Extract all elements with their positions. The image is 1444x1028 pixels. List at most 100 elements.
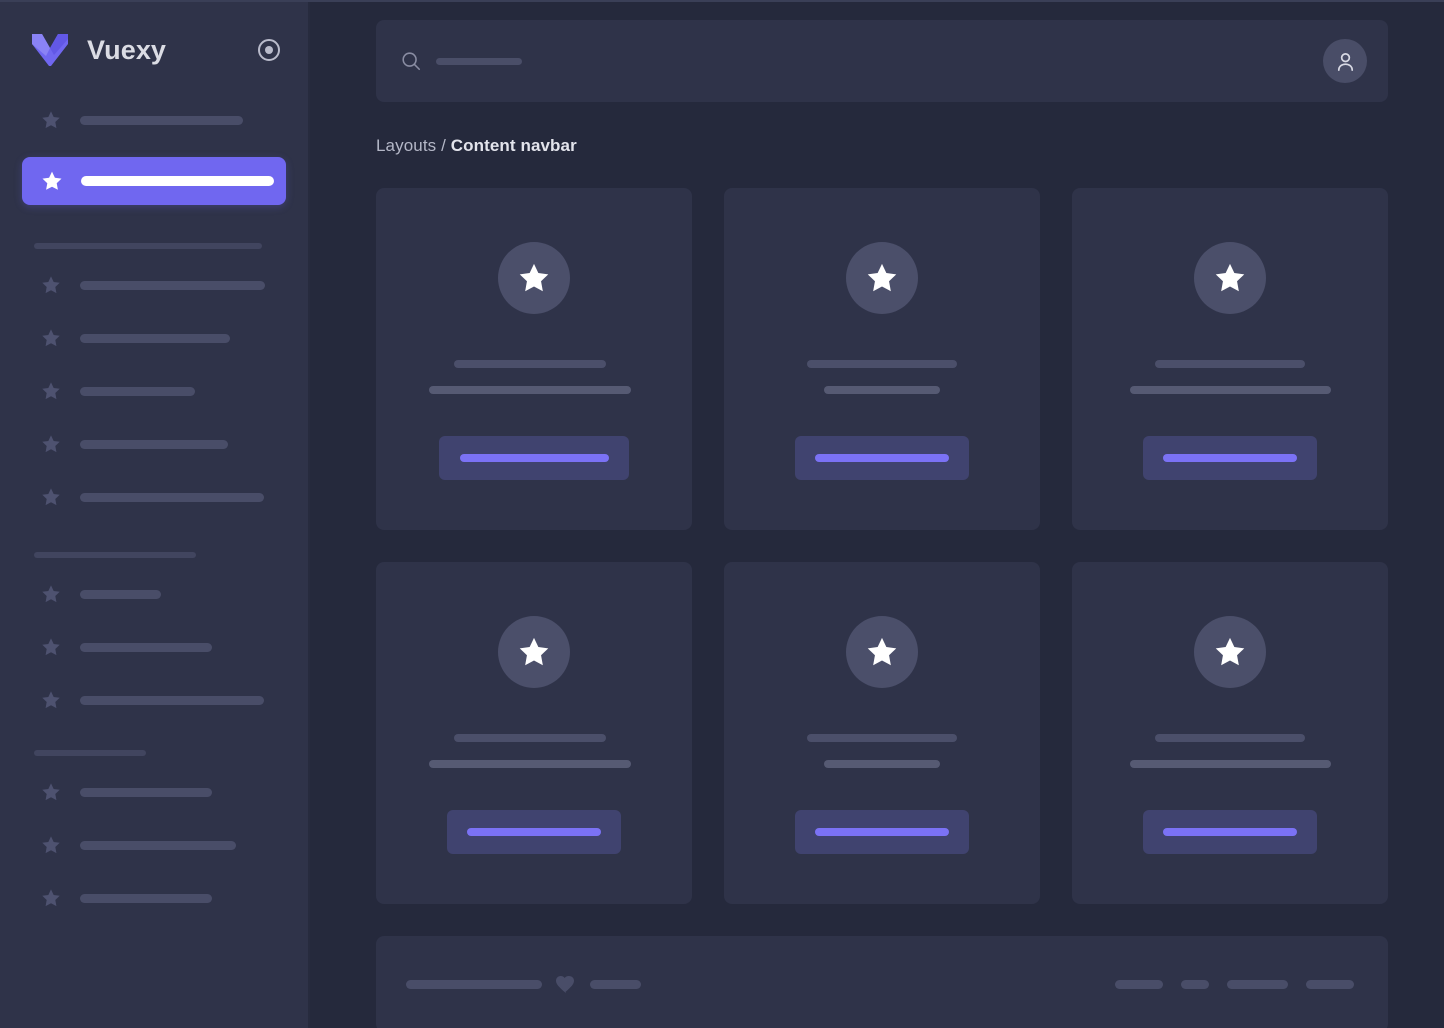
main-content: Layouts / Content navbar xyxy=(310,2,1444,1028)
card-avatar xyxy=(846,242,918,314)
card-title-placeholder xyxy=(807,734,957,742)
star-icon xyxy=(42,889,60,907)
card-avatar xyxy=(1194,242,1266,314)
sidebar-item-label-placeholder xyxy=(80,439,228,449)
sidebar: Vuexy xyxy=(0,2,310,1028)
card[interactable] xyxy=(724,188,1040,530)
card[interactable] xyxy=(376,188,692,530)
sidebar-item-9[interactable] xyxy=(22,631,286,663)
sidebar-item-label-placeholder xyxy=(80,115,243,125)
nav-section-heading-placeholder xyxy=(34,552,196,558)
card-text-placeholders xyxy=(724,734,1040,768)
footer-link-placeholder[interactable] xyxy=(590,979,641,989)
nav-group-3 xyxy=(22,552,286,716)
star-icon xyxy=(42,488,60,506)
nav-section-heading-placeholder xyxy=(34,750,146,756)
sidebar-item-13[interactable] xyxy=(22,882,286,914)
card-avatar xyxy=(498,242,570,314)
footer-links xyxy=(1115,979,1354,989)
card-action-button[interactable] xyxy=(447,810,621,854)
sidebar-item-2-active[interactable] xyxy=(22,157,286,205)
star-icon xyxy=(42,638,60,656)
card-avatar xyxy=(1194,616,1266,688)
nav-group-1 xyxy=(22,104,286,205)
footer-link-placeholder[interactable] xyxy=(1227,979,1288,989)
circle-dot-icon[interactable] xyxy=(256,37,282,63)
card-action-button[interactable] xyxy=(795,436,969,480)
nav-section-heading-placeholder xyxy=(34,243,262,249)
sidebar-item-10[interactable] xyxy=(22,684,286,716)
star-icon xyxy=(42,382,60,400)
card[interactable] xyxy=(724,562,1040,904)
card-grid xyxy=(376,188,1388,904)
card-subtitle-placeholder xyxy=(824,386,940,394)
search-input-placeholder[interactable] xyxy=(436,57,522,65)
sidebar-item-label-placeholder xyxy=(80,642,212,652)
card-button-label-placeholder xyxy=(467,828,601,836)
card-action-button[interactable] xyxy=(1143,810,1317,854)
footer-link-placeholder[interactable] xyxy=(1115,979,1163,989)
card-text-placeholders xyxy=(376,734,692,768)
star-icon xyxy=(42,691,60,709)
star-icon xyxy=(42,435,60,453)
card-title-placeholder xyxy=(454,734,606,742)
star-icon xyxy=(42,329,60,347)
sidebar-item-5[interactable] xyxy=(22,375,286,407)
nav-group-2 xyxy=(22,243,286,513)
search-icon[interactable] xyxy=(400,50,422,72)
breadcrumb-separator: / xyxy=(441,136,446,155)
card-text-placeholders xyxy=(1072,734,1388,768)
star-icon xyxy=(867,637,897,666)
sidebar-item-label-placeholder xyxy=(80,386,195,396)
card-action-button[interactable] xyxy=(1143,436,1317,480)
user-avatar[interactable] xyxy=(1323,39,1367,83)
sidebar-item-12[interactable] xyxy=(22,829,286,861)
star-icon xyxy=(1215,637,1245,666)
card-title-placeholder xyxy=(1155,734,1305,742)
sidebar-item-11[interactable] xyxy=(22,776,286,808)
footer-link-placeholder[interactable] xyxy=(1306,979,1354,989)
sidebar-item-7[interactable] xyxy=(22,481,286,513)
card-button-label-placeholder xyxy=(815,828,949,836)
card[interactable] xyxy=(1072,562,1388,904)
star-icon xyxy=(42,783,60,801)
card-text-placeholders xyxy=(1072,360,1388,394)
star-icon xyxy=(519,263,549,292)
sidebar-item-6[interactable] xyxy=(22,428,286,460)
card-subtitle-placeholder xyxy=(1129,386,1331,394)
sidebar-item-8[interactable] xyxy=(22,578,286,610)
card[interactable] xyxy=(376,562,692,904)
nav-group-4 xyxy=(22,750,286,914)
sidebar-item-label-placeholder xyxy=(80,280,265,290)
sidebar-item-label-placeholder xyxy=(80,840,236,850)
star-icon xyxy=(42,111,60,129)
sidebar-item-label-placeholder xyxy=(80,893,212,903)
card-button-label-placeholder xyxy=(459,454,609,462)
star-icon xyxy=(867,263,897,292)
sidebar-item-label-placeholder xyxy=(80,333,230,343)
sidebar-item-4[interactable] xyxy=(22,322,286,354)
star-icon xyxy=(42,836,60,854)
sidebar-item-1[interactable] xyxy=(22,104,286,136)
card-action-button[interactable] xyxy=(795,810,969,854)
footer-text-placeholder xyxy=(406,979,542,989)
card-action-button[interactable] xyxy=(439,436,629,480)
sidebar-item-3[interactable] xyxy=(22,269,286,301)
card-subtitle-placeholder xyxy=(429,760,631,768)
sidebar-item-label-placeholder xyxy=(80,695,264,705)
footer-link-placeholder[interactable] xyxy=(1181,979,1209,989)
star-icon xyxy=(1215,263,1245,292)
card-subtitle-placeholder xyxy=(824,760,940,768)
brand-header: Vuexy xyxy=(0,2,308,98)
star-icon xyxy=(519,637,549,666)
card-button-label-placeholder xyxy=(1163,454,1297,462)
card-subtitle-placeholder xyxy=(429,386,631,394)
breadcrumb-parent[interactable]: Layouts xyxy=(376,136,437,155)
card-button-label-placeholder xyxy=(815,454,949,462)
card-title-placeholder xyxy=(454,360,606,368)
sidebar-item-label-placeholder xyxy=(80,492,264,502)
sidebar-item-label-placeholder xyxy=(80,589,161,599)
card-avatar xyxy=(846,616,918,688)
card[interactable] xyxy=(1072,188,1388,530)
